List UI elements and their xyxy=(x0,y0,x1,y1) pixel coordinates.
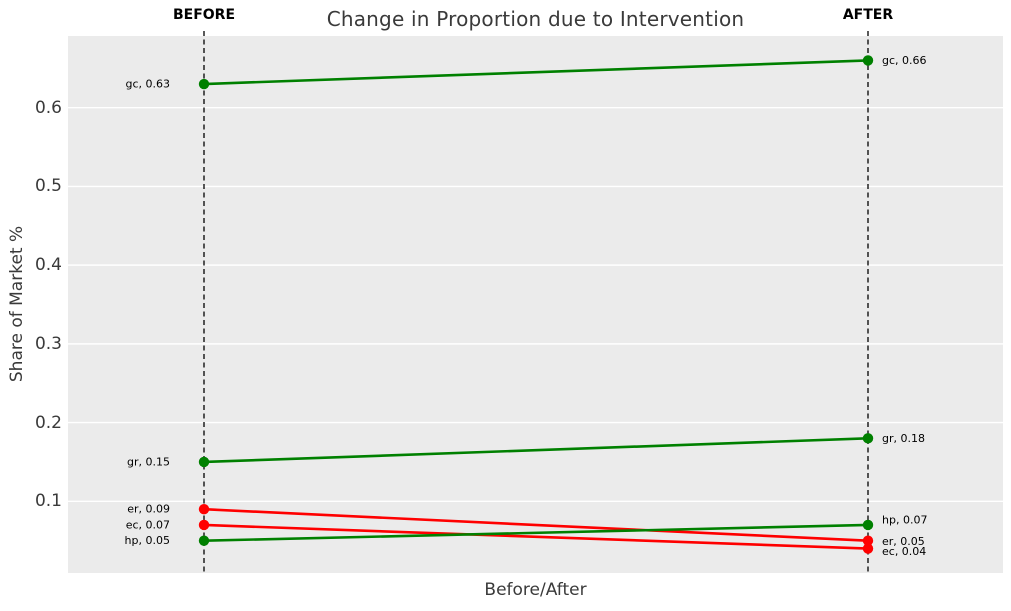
point-label-gr-after: gr, 0.18 xyxy=(882,432,925,445)
point-hp-before xyxy=(198,535,210,546)
series-line-gc xyxy=(203,59,869,86)
y-axis-label: Share of Market % xyxy=(7,225,27,383)
point-label-gc-after: gc, 0.66 xyxy=(882,54,927,67)
slope-chart: gc, 0.63 gc, 0.66 gr, 0.15 gr, 0.18 er, 0.09… xyxy=(68,31,1003,573)
point-er-after xyxy=(862,535,874,546)
point-label-er-before: er, 0.09 xyxy=(127,503,170,516)
point-label-hp-after: hp, 0.07 xyxy=(882,513,927,526)
x-axis-label: Before/After xyxy=(484,580,587,600)
series-line-er xyxy=(203,507,869,543)
series-line-ec xyxy=(203,523,869,550)
y-tick-label-0.6: 0.6 xyxy=(34,97,62,118)
after-column-label: AFTER xyxy=(842,7,894,23)
point-label-ec-before: ec, 0.07 xyxy=(126,518,170,531)
point-gr-before xyxy=(198,456,210,468)
plot-area: gc, 0.63 gc, 0.66 gr, 0.15 gr, 0.18 er, 0.09… xyxy=(68,31,1003,573)
series-line-gr xyxy=(203,437,869,464)
point-label-gr-before: gr, 0.15 xyxy=(127,455,170,468)
point-label-gc-before: gc, 0.63 xyxy=(125,78,170,91)
point-ec-after xyxy=(862,543,874,554)
before-column-label: BEFORE xyxy=(172,7,236,23)
point-label-hp-before: hp, 0.05 xyxy=(125,534,170,547)
point-gr-after xyxy=(862,433,874,444)
series-line-hp xyxy=(203,523,869,543)
y-tick-label-0.3: 0.3 xyxy=(34,333,62,354)
y-tick-label-0.1: 0.1 xyxy=(34,491,62,512)
chart-title: Change in Proportion due to Intervention xyxy=(326,7,745,31)
point-label-ec-after: ec, 0.04 xyxy=(882,545,926,558)
y-tick-label-0.4: 0.4 xyxy=(34,255,62,276)
point-gc-after xyxy=(862,55,874,66)
y-tick-label-0.2: 0.2 xyxy=(34,412,62,433)
point-label-er-after: er, 0.05 xyxy=(882,535,925,548)
y-tick-label-0.5: 0.5 xyxy=(34,176,62,197)
point-hp-after xyxy=(862,519,874,531)
point-gc-before xyxy=(198,78,210,90)
point-ec-before xyxy=(198,519,210,531)
point-er-before xyxy=(198,504,210,515)
